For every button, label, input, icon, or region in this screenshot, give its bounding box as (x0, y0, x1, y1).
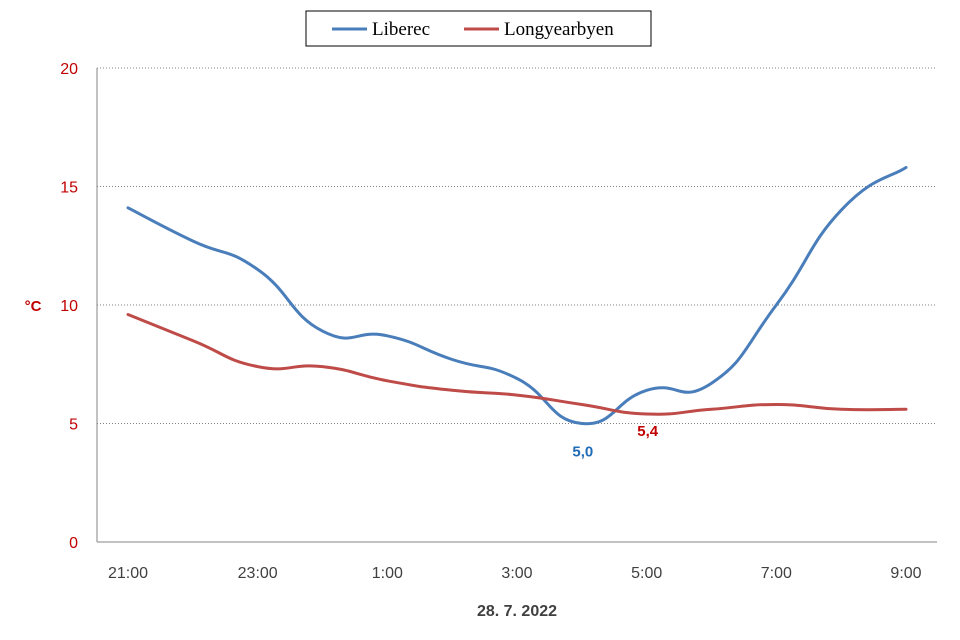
y-tick-label: 0 (69, 535, 78, 552)
legend: Liberec Longyearbyen (305, 10, 652, 47)
axes (96, 68, 937, 543)
y-tick-label: 20 (60, 61, 78, 78)
y-tick-label: 5 (69, 417, 78, 434)
x-tick-label: 7:00 (761, 565, 792, 582)
x-tick-label: 5:00 (631, 565, 662, 582)
x-tick-label: 21:00 (108, 565, 148, 582)
x-tick-label: 3:00 (501, 565, 532, 582)
grid-lines (97, 67, 937, 424)
x-tick-label: 23:00 (238, 565, 278, 582)
data-label: 5,0 (572, 444, 593, 461)
series-lines (126, 166, 908, 426)
legend-label-longyearbyen: Longyearbyen (504, 19, 614, 40)
y-tick-label: 15 (60, 180, 78, 197)
x-tick-label: 1:00 (372, 565, 403, 582)
legend-label-liberec: Liberec (372, 19, 430, 40)
x-axis-label: 28. 7. 2022 (477, 603, 557, 620)
series-line-liberec (126, 166, 908, 426)
data-labels: 5,0 5,4 (572, 423, 658, 460)
x-tick-labels: 21:00 23:00 1:00 3:00 5:00 7:00 9:00 (108, 565, 922, 582)
x-tick-label: 9:00 (890, 565, 921, 582)
series-line-longyearbyen (126, 313, 908, 416)
y-tick-labels: 0 5 10 15 20 (60, 61, 78, 552)
data-label: 5,4 (637, 423, 659, 440)
y-axis-label: °C (25, 298, 42, 315)
y-tick-label: 10 (60, 298, 78, 315)
